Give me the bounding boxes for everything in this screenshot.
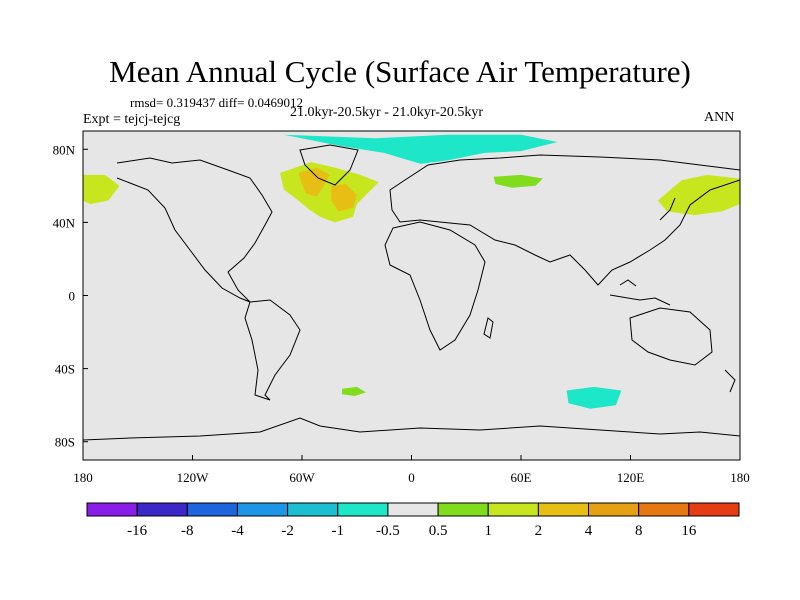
colorbar-label: -4 <box>231 523 244 539</box>
x-tick-label: 180 <box>73 470 93 485</box>
colorbar-swatch <box>588 502 640 517</box>
colorbar-label: -8 <box>181 523 194 539</box>
colorbar-label: -0.5 <box>376 523 400 539</box>
anomaly-arctic-cool <box>283 134 558 164</box>
x-tick-label: 180 <box>730 470 750 485</box>
y-tick-label: 40S <box>55 362 75 377</box>
stats-label: rmsd= 0.319437 diff= 0.0469012 <box>130 95 303 110</box>
coastline-layer <box>83 144 740 441</box>
period-label: 21.0kyr-20.5kyr - 21.0kyr-20.5kyr <box>290 105 484 120</box>
colorbar-swatch <box>537 502 590 517</box>
colorbar-swatch <box>86 502 138 517</box>
x-tick-label: 120W <box>177 470 210 485</box>
colorbar-label: -2 <box>281 523 294 539</box>
x-tick-label: 60W <box>289 470 315 485</box>
colorbar-label: 4 <box>585 523 593 539</box>
y-tick-label: 80N <box>53 142 76 157</box>
anomaly-central-asia-warm <box>493 174 543 188</box>
plot-background <box>83 131 740 460</box>
colorbar-swatch <box>437 502 489 517</box>
colorbar-label: 2 <box>535 523 543 539</box>
chart-title: Mean Annual Cycle (Surface Air Temperatu… <box>109 54 691 89</box>
anomaly-ne-atlantic-core <box>331 184 357 212</box>
x-axis: 180 120W 60W 0 60E 120E 180 <box>73 455 750 485</box>
y-tick-label: 0 <box>69 289 76 304</box>
anomaly-southern-ocean-cool <box>566 386 622 409</box>
colorbar-label: 16 <box>681 523 697 539</box>
colorbar-swatch <box>337 502 389 517</box>
x-tick-label: 120E <box>617 470 645 485</box>
anomaly-east-asia-warm <box>657 174 740 216</box>
colorbar-label: 1 <box>484 523 492 539</box>
colorbar-swatch <box>487 502 539 517</box>
colorbar-swatch <box>387 502 439 517</box>
anomaly-south-atlantic-warm <box>342 386 366 396</box>
colorbar-label: 8 <box>635 523 643 539</box>
colorbar-swatch <box>136 502 188 517</box>
y-tick-label: 40N <box>53 215 76 230</box>
y-tick-label: 80S <box>55 435 75 450</box>
expt-label: Expt = tejcj-tejcg <box>83 112 181 127</box>
x-tick-label: 0 <box>408 470 415 485</box>
season-label: ANN <box>704 110 735 125</box>
colorbar-swatch <box>236 502 289 517</box>
colorbar-swatch <box>638 502 690 517</box>
x-tick-label: 60E <box>511 470 532 485</box>
colorbar-swatch <box>688 502 740 517</box>
colorbar-label: -1 <box>332 523 345 539</box>
y-axis: 80N 40N 0 40S 80S <box>53 142 88 450</box>
colorbar-label: -16 <box>127 523 147 539</box>
colorbar-swatch <box>287 502 339 517</box>
colorbar-swatch <box>186 502 238 517</box>
colorbar: -16 -8 -4 -2 -1 -0.5 0.5 1 2 4 8 16 <box>86 502 740 539</box>
plot-area <box>83 131 740 460</box>
colorbar-label: 0.5 <box>429 523 448 539</box>
anomaly-labrador-sea-core <box>298 167 330 197</box>
anomaly-layer <box>83 134 740 409</box>
anomaly-pacific-west-warm <box>83 174 120 205</box>
